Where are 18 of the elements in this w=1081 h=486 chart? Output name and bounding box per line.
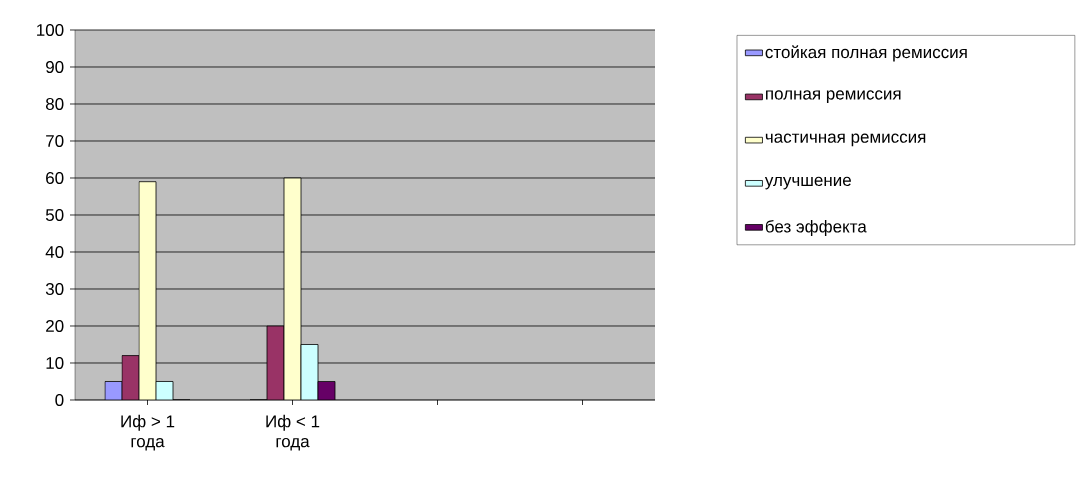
y-tick-label: 0 xyxy=(55,393,64,407)
y-tick-label: 20 xyxy=(46,319,64,333)
legend-label: стойкая полная ремиссия xyxy=(765,45,967,62)
y-tick-label: 70 xyxy=(46,134,64,148)
y-tick-label: 90 xyxy=(46,60,64,74)
y-tick-label: 80 xyxy=(45,97,64,111)
y-tick-label: 100 xyxy=(37,23,64,37)
legend-label: улучшение xyxy=(764,176,851,190)
legend-label: полная ремиссия xyxy=(766,90,901,103)
y-tick-label: 60 xyxy=(46,171,64,185)
y-tick-label: 10 xyxy=(46,356,64,370)
x-tick-label: Иф < 1 года xyxy=(266,414,320,451)
legend-label: без эффекта xyxy=(765,219,867,236)
y-tick-label: 40 xyxy=(45,245,64,259)
legend-label: частичная ремиссия xyxy=(765,133,926,147)
x-tick-label: Иф > 1 года xyxy=(121,414,175,451)
y-tick-label: 30 xyxy=(45,282,64,296)
y-tick-label: 50 xyxy=(45,208,64,222)
